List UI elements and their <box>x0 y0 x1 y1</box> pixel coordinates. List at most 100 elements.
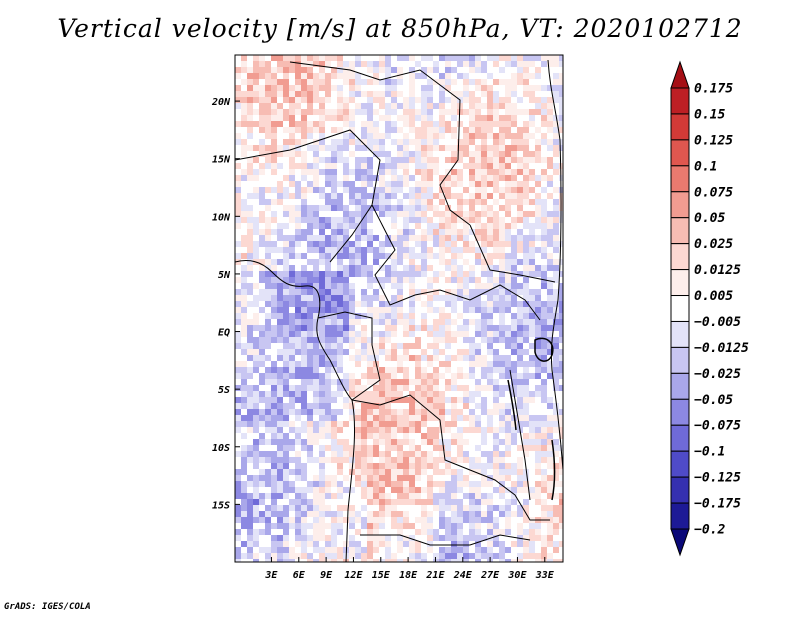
field-cell <box>295 445 301 451</box>
field-cell <box>385 61 391 67</box>
field-cell <box>343 103 349 109</box>
field-cell <box>343 457 349 463</box>
field-cell <box>379 469 385 475</box>
field-cell <box>403 115 409 121</box>
field-cell <box>415 295 421 301</box>
field-cell <box>277 151 283 157</box>
field-cell <box>409 91 415 97</box>
field-cell <box>355 499 361 505</box>
field-cell <box>415 433 421 439</box>
field-cell <box>499 325 505 331</box>
field-cell <box>241 115 247 121</box>
field-cell <box>277 325 283 331</box>
colorbar-swatch <box>670 87 690 115</box>
field-cell <box>289 253 295 259</box>
field-cell <box>367 229 373 235</box>
field-cell <box>319 391 325 397</box>
field-cell <box>241 487 247 493</box>
field-cell <box>349 265 355 271</box>
field-cell <box>469 247 475 253</box>
field-cell <box>541 427 547 433</box>
field-cell <box>241 475 247 481</box>
field-cell <box>409 253 415 259</box>
field-cell <box>373 223 379 229</box>
field-cell <box>457 115 463 121</box>
field-cell <box>349 253 355 259</box>
field-cell <box>343 427 349 433</box>
field-cell <box>337 421 343 427</box>
field-cell <box>391 511 397 517</box>
field-cell <box>463 133 469 139</box>
field-cell <box>445 307 451 313</box>
field-cell <box>463 493 469 499</box>
field-cell <box>307 175 313 181</box>
field-cell <box>289 427 295 433</box>
field-cell <box>523 211 529 217</box>
field-cell <box>379 235 385 241</box>
field-cell <box>529 109 535 115</box>
field-cell <box>271 343 277 349</box>
field-cell <box>439 505 445 511</box>
field-cell <box>439 223 445 229</box>
field-cell <box>271 469 277 475</box>
field-cell <box>247 511 253 517</box>
field-cell <box>361 433 367 439</box>
field-cell <box>469 409 475 415</box>
field-cell <box>415 103 421 109</box>
field-cell <box>295 139 301 145</box>
field-cell <box>391 145 397 151</box>
field-cell <box>457 349 463 355</box>
colorbar-swatch <box>670 191 690 219</box>
field-cell <box>469 481 475 487</box>
field-cell <box>289 241 295 247</box>
field-cell <box>241 193 247 199</box>
field-cell <box>403 253 409 259</box>
field-cell <box>439 85 445 91</box>
field-cell <box>349 385 355 391</box>
field-cell <box>523 373 529 379</box>
field-cell <box>241 235 247 241</box>
field-cell <box>307 301 313 307</box>
field-cell <box>523 313 529 319</box>
field-cell <box>523 367 529 373</box>
field-cell <box>463 511 469 517</box>
field-cell <box>301 361 307 367</box>
field-cell <box>541 379 547 385</box>
field-cell <box>451 97 457 103</box>
field-cell <box>505 505 511 511</box>
field-cell <box>349 91 355 97</box>
field-cell <box>559 109 563 115</box>
field-cell <box>439 133 445 139</box>
field-cell <box>307 391 313 397</box>
field-cell <box>415 475 421 481</box>
field-cell <box>325 451 331 457</box>
field-cell <box>337 517 343 523</box>
field-cell <box>313 103 319 109</box>
field-cell <box>277 205 283 211</box>
field-cell <box>403 421 409 427</box>
field-cell <box>445 229 451 235</box>
field-cell <box>427 235 433 241</box>
field-cell <box>337 385 343 391</box>
field-cell <box>247 133 253 139</box>
field-cell <box>367 97 373 103</box>
field-cell <box>517 313 523 319</box>
field-cell <box>553 427 559 433</box>
field-cell <box>379 73 385 79</box>
field-cell <box>313 295 319 301</box>
field-cell <box>517 97 523 103</box>
field-cell <box>463 187 469 193</box>
field-cell <box>511 355 517 361</box>
field-cell <box>337 205 343 211</box>
field-cell <box>469 223 475 229</box>
field-cell <box>331 547 337 553</box>
field-cell <box>289 403 295 409</box>
field-cell <box>439 235 445 241</box>
field-cell <box>307 403 313 409</box>
field-cell <box>241 271 247 277</box>
field-cell <box>481 361 487 367</box>
field-cell <box>301 313 307 319</box>
field-cell <box>445 241 451 247</box>
field-cell <box>499 223 505 229</box>
field-cell <box>397 283 403 289</box>
